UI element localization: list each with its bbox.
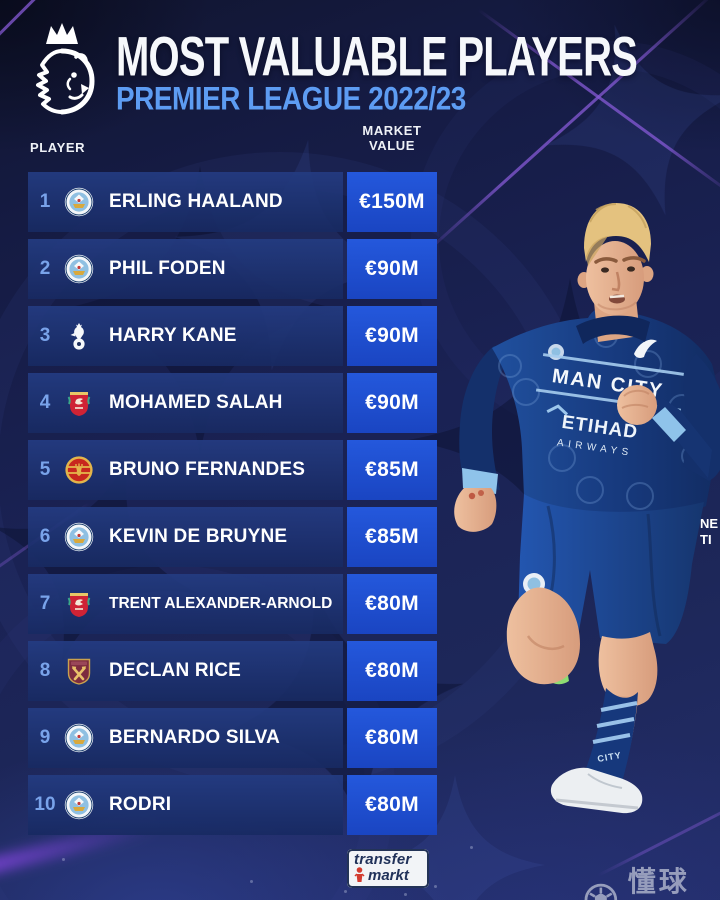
rank-label: 1 (39, 191, 51, 212)
table-row: 4 MOHAMED SALAH €90M (28, 373, 437, 433)
kit-sock-text: CITY (597, 750, 623, 764)
market-value: €80M (347, 574, 437, 634)
rank-label: 7 (39, 593, 51, 614)
club-badge-liverpool (64, 589, 94, 619)
market-value: €90M (347, 306, 437, 366)
club-badge-manchester-city (64, 522, 94, 552)
row-bar: 1 ERLING HAALAND (28, 172, 343, 232)
market-value: €85M (347, 507, 437, 567)
table-row: 9 BERNARDO SILVA €80M (28, 708, 437, 768)
player-name: PHIL FODEN (109, 258, 226, 279)
sparkle-dot (344, 890, 347, 893)
rank-label: 2 (39, 258, 51, 279)
sparkle-dot (250, 880, 253, 883)
premier-league-logo (24, 18, 100, 120)
club-badge-tottenham-hotspur (64, 321, 94, 351)
club-badge-manchester-city (64, 187, 94, 217)
player-name: KEVIN DE BRUYNE (109, 526, 288, 547)
row-bar: 8 DECLAN RICE (28, 641, 343, 701)
sleeve-patch: NE TI (700, 516, 718, 547)
market-value: €80M (347, 641, 437, 701)
row-bar: 9 BERNARDO SILVA (28, 708, 343, 768)
sparkle-dot (404, 893, 407, 896)
row-bar: 7 TRENT ALEXANDER-ARNOLD (28, 574, 343, 634)
transfermarkt-logo: transfer markt (347, 849, 429, 888)
sparkle-dot (470, 846, 473, 849)
svg-text:NE: NE (700, 516, 718, 531)
table-row: 7 TRENT ALEXANDER-ARNOLD €80M (28, 574, 437, 634)
table-row: 5 BRUNO FERNANDES €85M (28, 440, 437, 500)
page-subtitle: PREMIER LEAGUE 2022/23 (116, 80, 466, 117)
transfermarkt-mascot-icon (354, 867, 365, 882)
player-name: HARRY KANE (109, 325, 237, 346)
market-value: €80M (347, 775, 437, 835)
player-name: TRENT ALEXANDER-ARNOLD (109, 595, 333, 612)
market-value: €90M (347, 239, 437, 299)
table-row: 2 PHIL FODEN €90M (28, 239, 437, 299)
row-bar: 3 HARRY KANE (28, 306, 343, 366)
svg-text:TI: TI (700, 532, 712, 547)
player-name: BERNARDO SILVA (109, 727, 280, 748)
player-name: RODRI (109, 794, 172, 815)
rank-label: 6 (39, 526, 51, 547)
club-badge-manchester-city (64, 790, 94, 820)
player-name: MOHAMED SALAH (109, 392, 283, 413)
row-bar: 4 MOHAMED SALAH (28, 373, 343, 433)
sparkle-dot (62, 858, 65, 861)
market-value: €80M (347, 708, 437, 768)
row-bar: 5 BRUNO FERNANDES (28, 440, 343, 500)
player-photo-erling-haaland: MAN CITY ETIHAD AIRWAYS NE TI CITY (454, 203, 720, 814)
transfermarkt-line2: markt (368, 866, 409, 884)
rank-label: 8 (39, 660, 51, 681)
table-row: 10 RODRI €80M (28, 775, 437, 835)
row-bar: 2 PHIL FODEN (28, 239, 343, 299)
club-badge-manchester-united (64, 455, 94, 485)
football-icon (584, 883, 618, 900)
row-bar: 10 RODRI (28, 775, 343, 835)
crown-icon (46, 23, 78, 44)
table-row: 1 ERLING HAALAND €150M (28, 172, 437, 232)
sparkle-dot (434, 885, 437, 888)
dongqiudi-watermark: 懂球帝 (583, 860, 720, 900)
player-name: DECLAN RICE (109, 660, 242, 681)
transfermarkt-line1: transfer (354, 851, 412, 868)
table-row: 8 DECLAN RICE €80M (28, 641, 437, 701)
rank-label: 5 (39, 459, 51, 480)
club-badge-liverpool (64, 388, 94, 418)
page-title: MOST VALUABLE PLAYERS (116, 25, 638, 88)
club-badge-manchester-city (64, 254, 94, 284)
rank-label: 3 (39, 325, 51, 346)
market-value: €150M (347, 172, 437, 232)
club-badge-west-ham-united (64, 656, 94, 686)
row-bar: 6 KEVIN DE BRUYNE (28, 507, 343, 567)
player-name: BRUNO FERNANDES (109, 459, 306, 480)
market-value: €85M (347, 440, 437, 500)
column-header-market-value: MARKET VALUE (362, 123, 422, 153)
rank-label: 4 (39, 392, 51, 413)
rank-label: 10 (34, 794, 56, 815)
table-row: 3 HARRY KANE €90M (28, 306, 437, 366)
column-header-player: PLAYER (30, 140, 86, 155)
rank-label: 9 (39, 727, 51, 748)
market-value: €90M (347, 373, 437, 433)
table-row: 6 KEVIN DE BRUYNE €85M (28, 507, 437, 567)
club-badge-manchester-city (64, 723, 94, 753)
player-name: ERLING HAALAND (109, 191, 283, 212)
watermark-text: 懂球帝 (627, 866, 690, 897)
